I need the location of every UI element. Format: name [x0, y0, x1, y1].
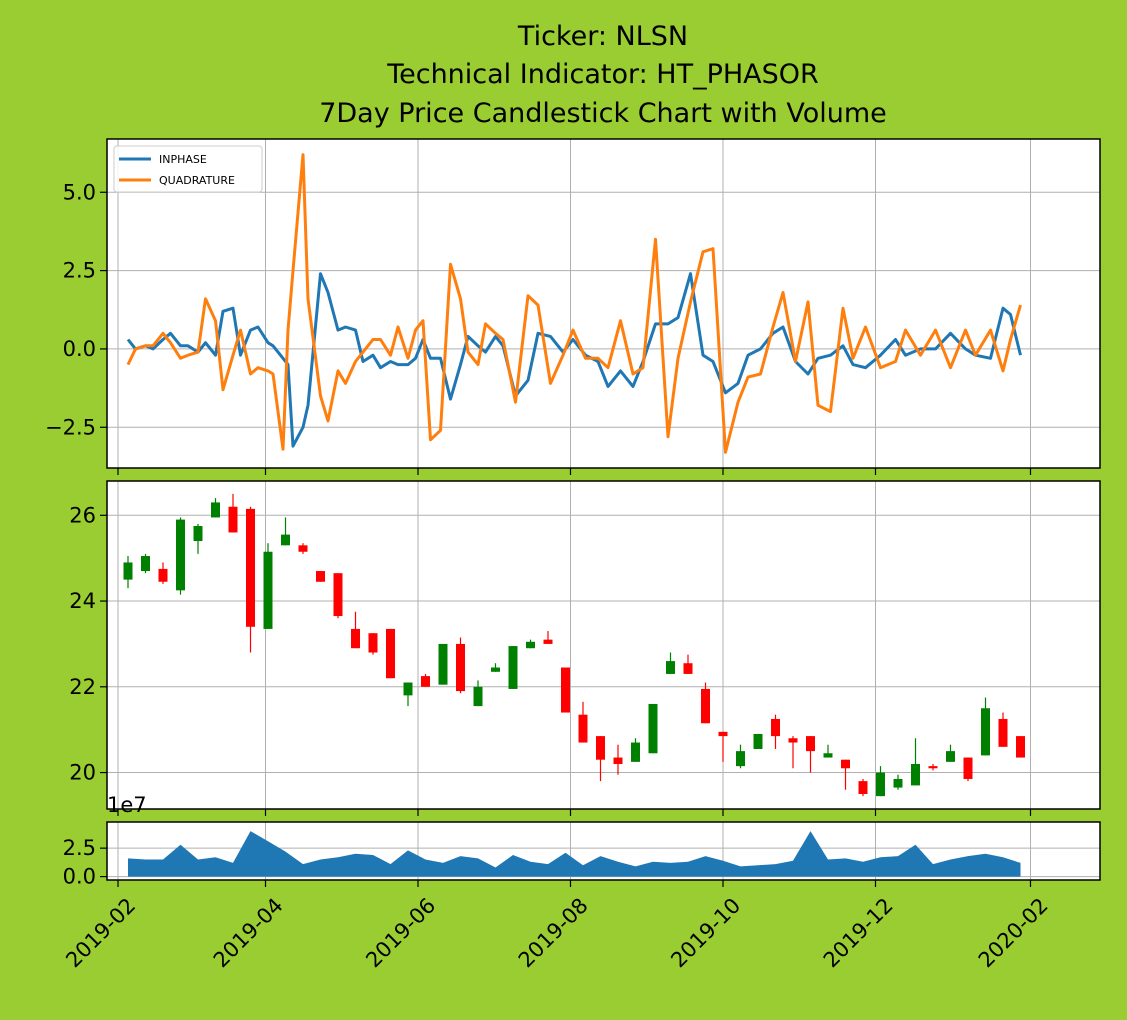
candle-body	[123, 562, 133, 580]
candle-body	[893, 778, 903, 788]
x-tick-label: 2019-04	[209, 893, 288, 972]
candles	[123, 493, 1025, 797]
candle-body	[1016, 736, 1025, 758]
candle-body	[998, 718, 1008, 747]
candle-body	[666, 661, 675, 674]
indicator-panel-frame	[106, 138, 1101, 469]
x-tick-label: 2019-12	[819, 893, 898, 972]
chart-title-line-3: 7Day Price Candlestick Chart with Volume	[319, 98, 887, 129]
volume-area	[128, 831, 1021, 877]
volume-panel-frame	[106, 821, 1101, 881]
candle-body	[246, 508, 255, 627]
candle-body	[526, 641, 535, 649]
candle-body	[473, 686, 483, 707]
candle-body	[946, 751, 955, 762]
candle-body	[176, 519, 185, 591]
candle-body	[648, 703, 658, 754]
candle-body	[456, 643, 465, 692]
candle-body	[823, 753, 833, 758]
candle-body	[771, 718, 780, 737]
candle-body	[753, 733, 763, 749]
candle-body	[578, 714, 588, 743]
indicator-panel-background	[107, 139, 1100, 468]
candle-body	[928, 766, 938, 769]
legend: INPHASE QUADRATURE	[113, 145, 263, 193]
volume-panel-ytick-label: 0.0	[63, 865, 96, 889]
candle-body	[736, 751, 745, 767]
candle-body	[911, 763, 920, 786]
candle-body	[596, 736, 605, 760]
price-panel-ytick-label: 22	[69, 675, 96, 699]
candle-body	[491, 667, 500, 672]
candle-body	[508, 646, 518, 689]
price-panel-ytick-label: 24	[69, 589, 96, 613]
candle-body	[158, 568, 168, 582]
x-tick-label: 2019-10	[666, 893, 745, 972]
candle-body	[858, 781, 868, 794]
chart-title-line-2: Technical Indicator: HT_PHASOR	[386, 59, 819, 90]
candle-body	[543, 639, 553, 644]
price-panel-ytick-label: 26	[69, 503, 96, 527]
plots-group: −2.5 0.0 2.5 5.0 20 22 24 26 0.0 2.5 INPHASE QUADRA…	[45, 138, 1101, 972]
candle-body	[981, 708, 990, 756]
candle-body	[386, 628, 395, 679]
candle-body	[351, 628, 360, 649]
price-panel-ytick-label: 20	[69, 761, 96, 785]
legend-label-quadrature: QUADRATURE	[159, 174, 235, 187]
indicator-panel-ytick-label: −2.5	[45, 415, 96, 439]
candle-body	[333, 573, 343, 617]
series-line-quadrature	[126, 153, 1022, 454]
volume-panel-ytick-label: 2.5	[63, 836, 96, 860]
candle-body	[561, 667, 570, 713]
candle-body	[281, 534, 290, 546]
candle-body	[788, 738, 798, 743]
candle-body	[403, 682, 413, 696]
volume-scale-label: 1e7	[107, 793, 147, 817]
candle-body	[211, 502, 220, 518]
candle-body	[876, 772, 885, 797]
candle-body	[701, 688, 710, 724]
legend-label-inphase: INPHASE	[159, 153, 207, 166]
chart-title-line-1: Ticker: NLSN	[517, 21, 688, 52]
candle-body	[421, 676, 430, 687]
candle-body	[298, 545, 308, 552]
candle-body	[806, 736, 815, 752]
candle-body	[141, 556, 150, 572]
candle-body	[841, 759, 850, 769]
indicator-lines	[126, 153, 1022, 454]
candle-body	[631, 742, 640, 762]
candle-body	[263, 551, 273, 629]
price-panel-frame	[106, 480, 1101, 810]
candle-body	[438, 643, 448, 685]
candle-body	[316, 571, 325, 582]
candle-body	[368, 633, 378, 653]
x-tick-label: 2019-08	[514, 893, 593, 972]
indicator-panel-ytick-label: 5.0	[63, 180, 96, 204]
x-tick-label: 2020-02	[974, 893, 1053, 972]
indicator-panel-ytick-label: 2.5	[63, 259, 96, 283]
x-tick-label: 2019-06	[361, 893, 440, 972]
candle-body	[193, 526, 203, 542]
candle-body	[683, 663, 693, 674]
candle-body	[613, 757, 623, 764]
x-tick-label: 2019-02	[61, 893, 140, 972]
indicator-panel-ytick-label: 0.0	[63, 337, 96, 361]
candle-body	[963, 757, 973, 779]
candle-body	[718, 731, 728, 737]
candle-body	[228, 506, 238, 533]
